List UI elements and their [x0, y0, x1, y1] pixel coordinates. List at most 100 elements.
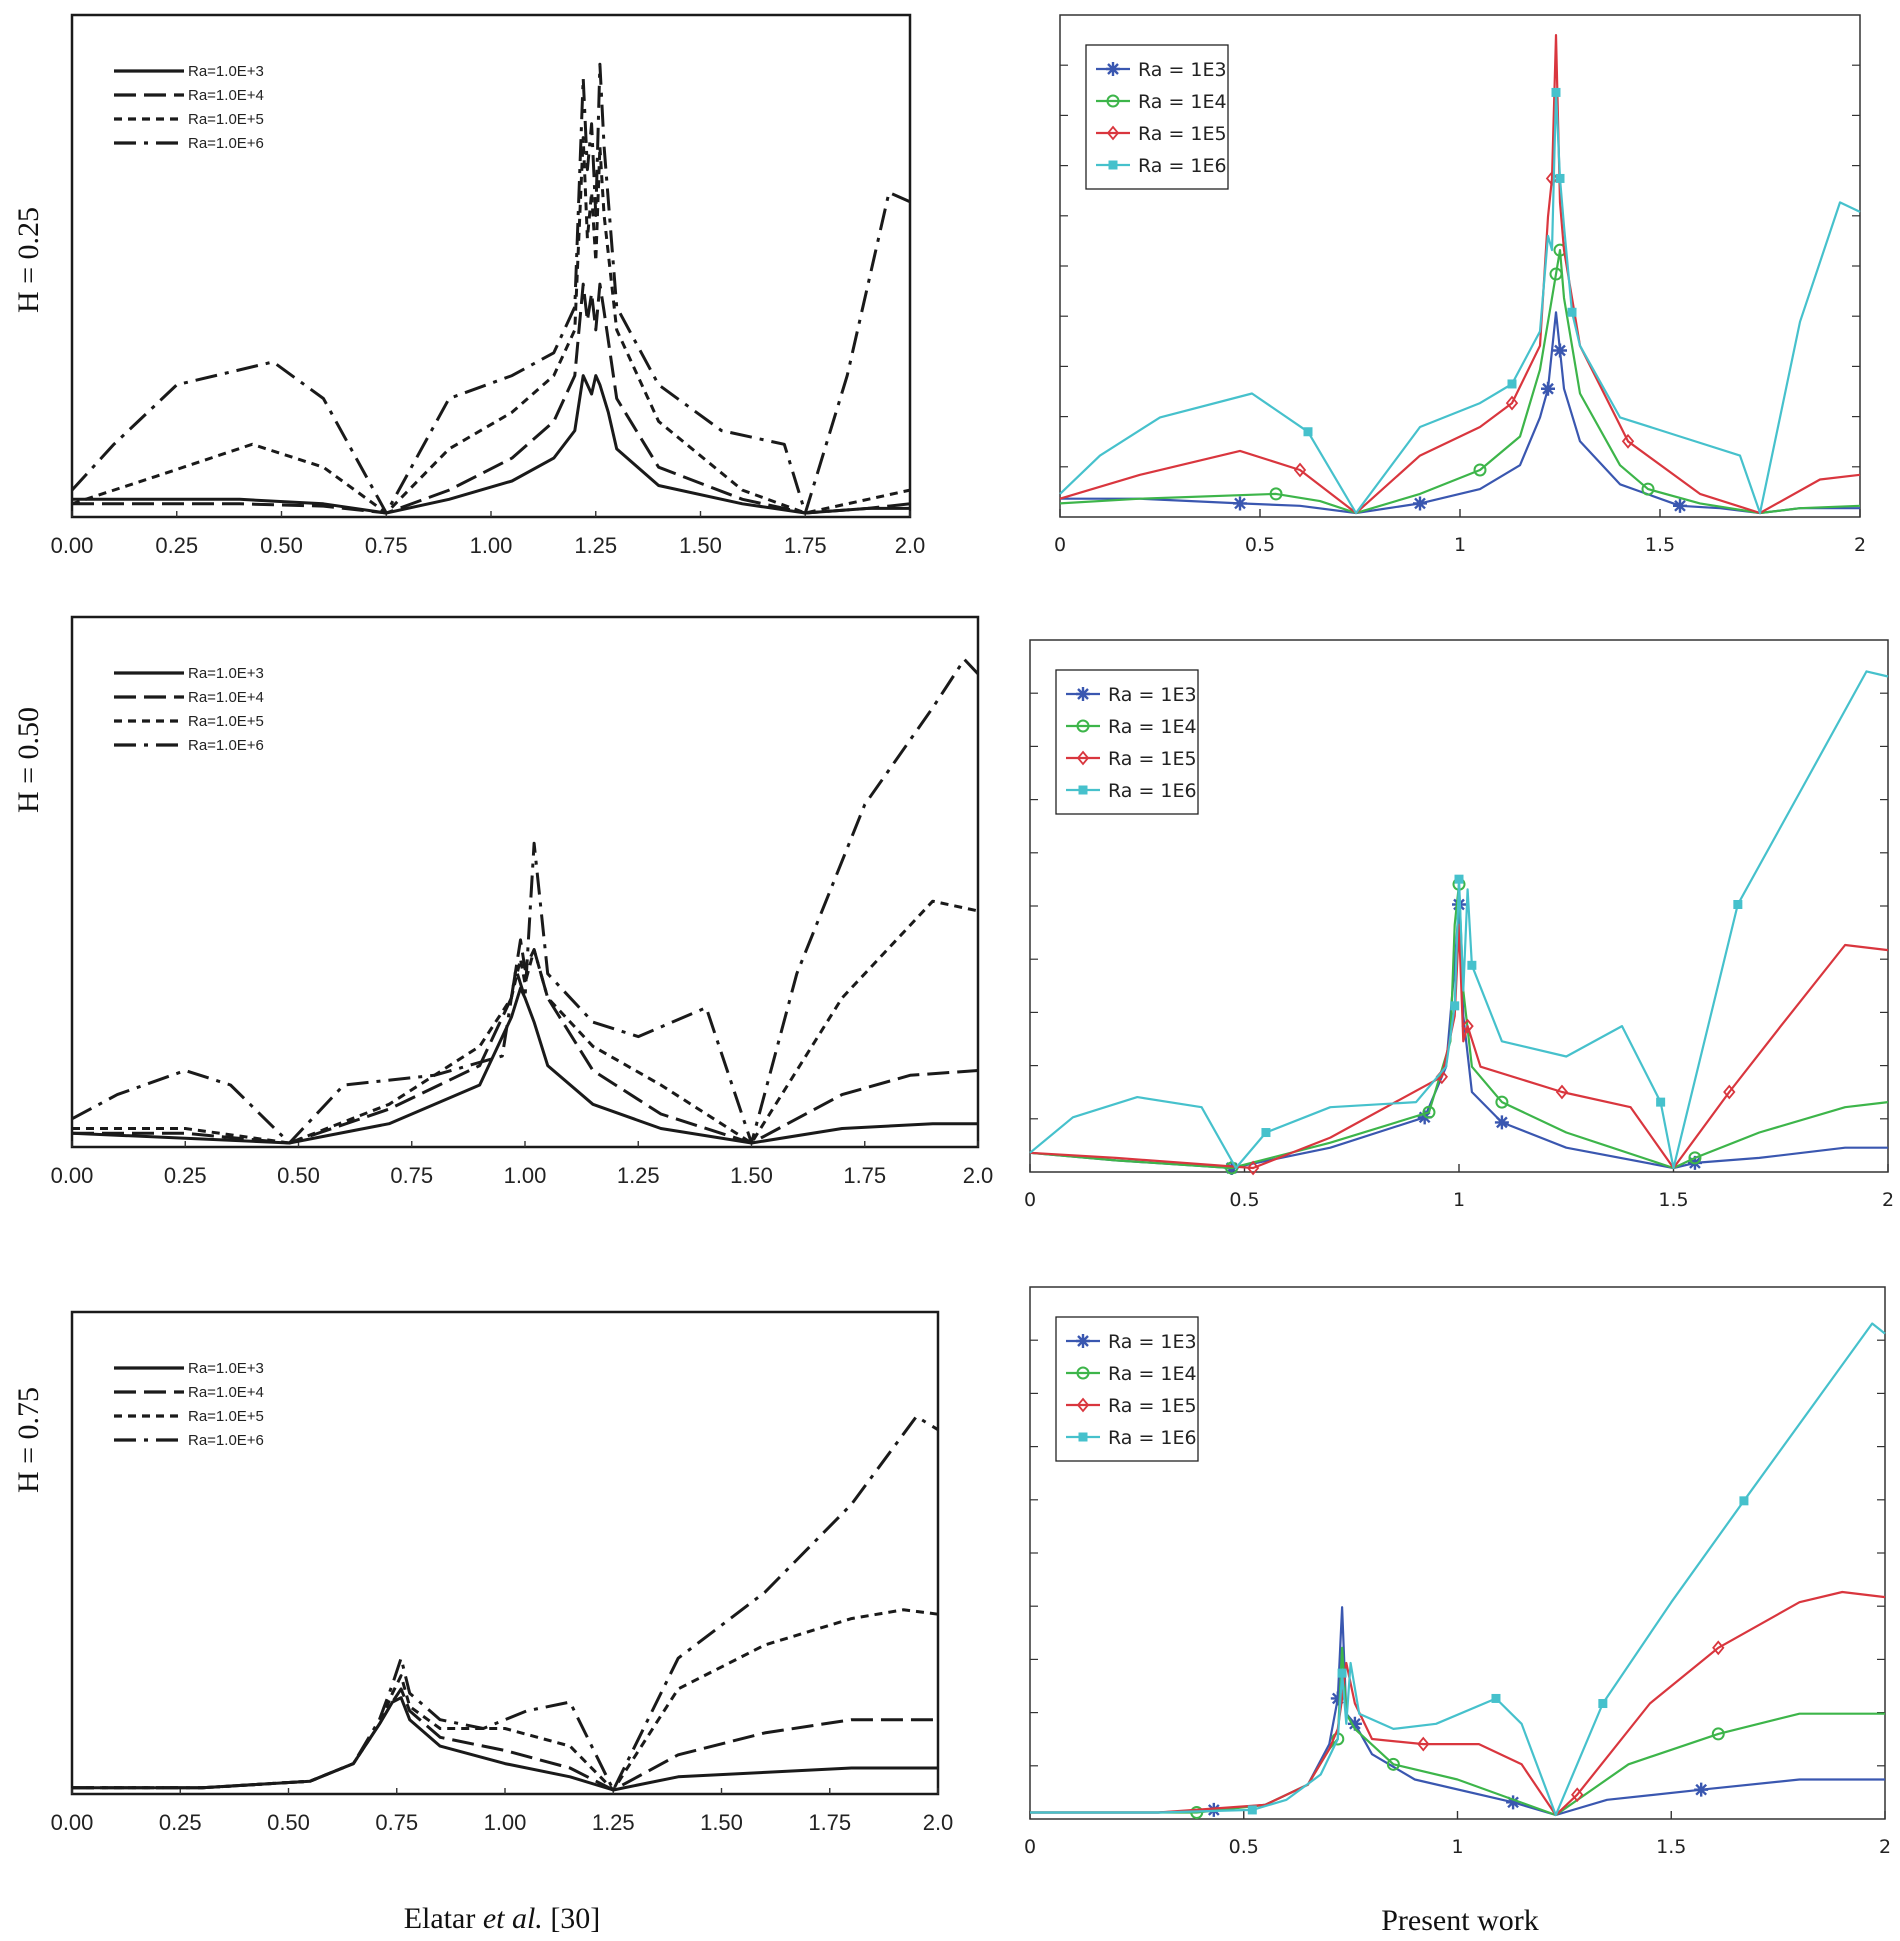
- series-marker-1: [1417, 1110, 1432, 1125]
- series-marker-1: [1673, 498, 1687, 513]
- legend-marker-3: [1076, 1397, 1090, 1413]
- x-tick-label: 0.25: [159, 1810, 202, 1835]
- legend-marker-1: [1076, 1334, 1090, 1348]
- x-tick-label: 0.75: [390, 1163, 433, 1188]
- series-marker-4: [1739, 1496, 1749, 1506]
- x-tick-label: 0.50: [277, 1163, 320, 1188]
- x-tick-label: 1: [1453, 1189, 1465, 1211]
- x-tick-label: 2.0: [895, 533, 926, 558]
- series-line-4: [70, 62, 911, 515]
- chart-right-h075: 0 0.5 1 1.5 2 Ra = 1E3 Ra = 1E4 Ra = 1E5 Ra = 1E…: [1024, 1286, 1891, 1858]
- series-marker-1: [1233, 496, 1247, 511]
- series-line-4: [71, 657, 980, 1145]
- series-marker-4: [1247, 1805, 1257, 1815]
- series-line-4: [72, 1415, 939, 1792]
- legend-label-2: Ra = 1E4: [1108, 1363, 1197, 1385]
- series-marker-4: [1551, 87, 1561, 97]
- series-marker-4: [1491, 1693, 1501, 1703]
- legend-label-2: Ra=1.0E+4: [188, 689, 264, 706]
- series-marker-4: [1656, 1097, 1666, 1107]
- legend-marker-4: [1078, 1432, 1088, 1442]
- legend-marker-1: [1076, 687, 1090, 701]
- x-tick-label: 1.50: [730, 1163, 773, 1188]
- series-line-2: [72, 282, 911, 515]
- series-marker-2: [1549, 267, 1563, 281]
- x-tick-label: 1.00: [470, 533, 513, 558]
- x-tick-label: 1.5: [1656, 1836, 1686, 1858]
- series-marker-4: [1733, 900, 1743, 910]
- series-marker-2: [1473, 463, 1487, 477]
- legend-label-1: Ra=1.0E+3: [188, 1360, 264, 1377]
- x-tick-label: 1.00: [484, 1810, 527, 1835]
- x-tick-label: 1.25: [592, 1810, 635, 1835]
- legend-label-4: Ra=1.0E+6: [188, 135, 264, 152]
- legend-marker-3: [1076, 750, 1090, 766]
- legend-marker-4: [1078, 785, 1088, 795]
- series-line-4: [1059, 91, 1861, 515]
- series-marker-1: [1694, 1782, 1709, 1797]
- legend-label-3: Ra = 1E5: [1108, 1395, 1197, 1417]
- series-line-3: [1030, 1590, 1886, 1817]
- series-line-1: [71, 986, 978, 1145]
- series-marker-3: [1505, 395, 1519, 411]
- legend-label-4: Ra = 1E6: [1108, 1427, 1197, 1449]
- plot-frame: [70, 13, 912, 519]
- x-tick-label: 1.25: [617, 1163, 660, 1188]
- chart-left-h025: 0.00 0.25 0.50 0.75 1.00 1.25 1.50 1.75 2.0 Ra=1.…: [51, 13, 926, 558]
- legend-label-1: Ra = 1E3: [1108, 684, 1197, 706]
- legend-marker-4: [1108, 160, 1118, 170]
- left-caption-suffix: [30]: [543, 1902, 600, 1935]
- series-marker-4: [1555, 173, 1565, 183]
- series-marker-1: [1330, 1691, 1345, 1706]
- x-tick-label: 0.5: [1229, 1836, 1259, 1858]
- series-marker-4: [1337, 1668, 1347, 1678]
- plot-frame: [70, 1310, 940, 1796]
- series-line-3: [1029, 923, 1889, 1170]
- series-marker-1: [1553, 343, 1567, 358]
- series-marker-3: [1723, 1084, 1736, 1100]
- legend-label-3: Ra=1.0E+5: [188, 713, 264, 730]
- legend-marker-3: [1106, 125, 1120, 141]
- x-tick-label: 1.50: [679, 533, 722, 558]
- legend-label-3: Ra=1.0E+5: [188, 1408, 264, 1425]
- series-marker-3: [1461, 1018, 1474, 1034]
- row-label-h025: H = 0.25: [12, 207, 45, 313]
- x-tick-label: 0.25: [155, 533, 198, 558]
- x-tick-label: 1.5: [1658, 1189, 1688, 1211]
- x-tick-label: 2: [1854, 534, 1866, 556]
- series-line-4: [1029, 670, 1889, 1170]
- series-marker-3: [1293, 462, 1307, 478]
- chart-left-h050: 0.00 0.25 0.50 0.75 1.00 1.25 1.50 1.75 2.0 Ra=1.…: [51, 615, 993, 1188]
- series-marker-2: [1269, 487, 1283, 501]
- legend-marker-2: [1076, 719, 1090, 733]
- series-marker-4: [1567, 307, 1577, 317]
- row-label-h050: H = 0.50: [12, 707, 45, 813]
- legend-marker-2: [1106, 94, 1120, 108]
- x-tick-label: 0.25: [164, 1163, 207, 1188]
- series-marker-1: [1506, 1795, 1521, 1810]
- x-tick-label: 1: [1454, 534, 1466, 556]
- legend-label-3: Ra = 1E5: [1108, 748, 1197, 770]
- x-tick-label: 1.75: [784, 533, 827, 558]
- x-tick-label: 0.00: [51, 533, 94, 558]
- chart-right-h025: 0 0.5 1 1.5 2 Ra = 1E3 Ra = 1E4 Ra = 1E5 Ra = 1E…: [1054, 14, 1866, 556]
- legend-label-2: Ra = 1E4: [1138, 91, 1227, 113]
- series-marker-1: [1347, 1716, 1362, 1731]
- series-marker-1: [1413, 496, 1427, 511]
- x-tick-label: 2: [1879, 1836, 1891, 1858]
- x-tick-label: 0.50: [267, 1810, 310, 1835]
- x-tick-label: 0: [1054, 534, 1066, 556]
- series-line-3: [1059, 34, 1861, 515]
- series-marker-2: [1641, 482, 1655, 496]
- x-tick-label: 1.75: [808, 1810, 851, 1835]
- right-column-caption: Present work: [1381, 1904, 1538, 1937]
- x-tick-label: 0: [1024, 1836, 1036, 1858]
- x-tick-label: 1.25: [574, 533, 617, 558]
- legend-label-1: Ra=1.0E+3: [188, 63, 264, 80]
- chart-left-h075: 0.00 0.25 0.50 0.75 1.00 1.25 1.50 1.75 2.0 Ra=1.…: [51, 1310, 953, 1835]
- legend-marker-1: [1106, 62, 1120, 76]
- series-marker-3: [1571, 1787, 1584, 1803]
- series-marker-4: [1598, 1699, 1608, 1709]
- legend-label-4: Ra = 1E6: [1108, 780, 1197, 802]
